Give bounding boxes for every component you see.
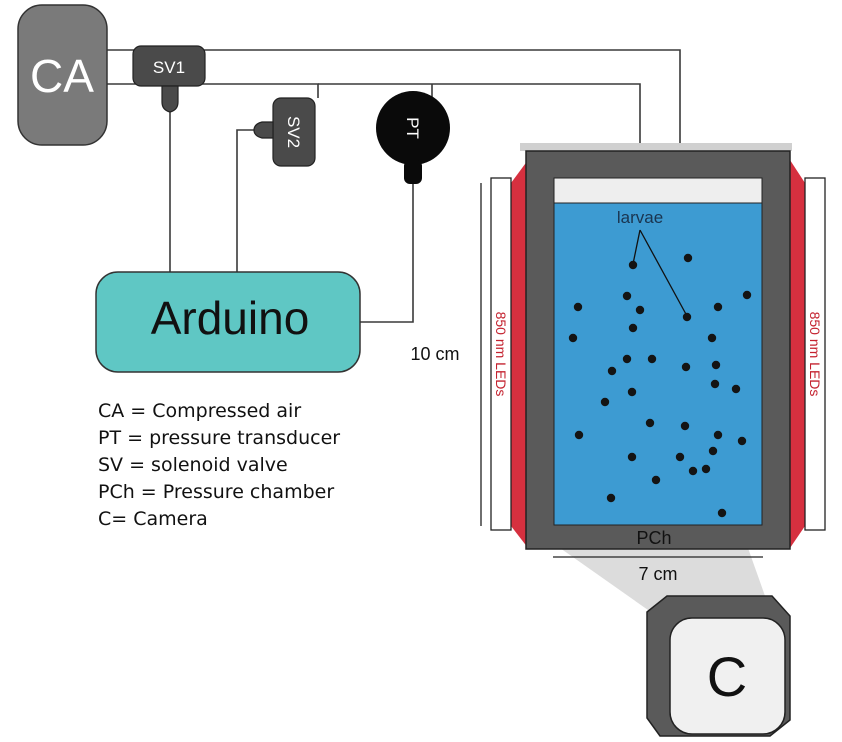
larva: [680, 421, 690, 431]
solenoid-valve-2-label: SV2: [284, 116, 303, 148]
chamber-water: [553, 202, 763, 526]
pressure-transducer: PT: [376, 91, 450, 184]
larvae-pointer-1: [632, 229, 641, 265]
larva: [737, 436, 747, 446]
larva: [688, 466, 698, 476]
larva: [708, 446, 718, 456]
led-bar-left: [490, 177, 512, 531]
arduino-board: [95, 271, 361, 373]
larva: [627, 387, 637, 397]
larva: [713, 302, 723, 312]
larva: [711, 360, 721, 370]
legend: CA = Compressed air PT = pressure transd…: [98, 398, 340, 533]
larva: [574, 430, 584, 440]
legend-item-pt: PT = pressure transducer: [98, 427, 341, 449]
larvae-group: [568, 253, 752, 518]
larva: [606, 493, 616, 503]
chamber-air-gap: [553, 177, 763, 204]
legend-item-pch: PCh = Pressure chamber: [98, 481, 335, 503]
width-label: 7 cm: [638, 564, 677, 584]
larva: [683, 253, 693, 263]
larva: [600, 397, 610, 407]
camera: C: [646, 595, 791, 737]
larva: [701, 464, 711, 474]
camera-label: C: [707, 645, 747, 708]
chamber-label: PCh: [636, 528, 671, 548]
larva: [675, 452, 685, 462]
legend-item-sv: SV = solenoid valve: [98, 454, 288, 476]
larva: [628, 260, 638, 270]
legend-item-c: C= Camera: [98, 508, 208, 530]
larva: [742, 290, 752, 300]
larva: [573, 302, 583, 312]
larva: [717, 508, 727, 518]
larva: [707, 333, 717, 343]
pressure-transducer-label: PT: [403, 117, 422, 139]
larva: [627, 452, 637, 462]
larvae-pointer-2: [639, 229, 688, 317]
larva: [635, 305, 645, 315]
larva: [681, 362, 691, 372]
compressed-air-label: CA: [30, 50, 94, 102]
camera-view-cone: [560, 548, 770, 610]
larva: [731, 384, 741, 394]
larva: [622, 354, 632, 364]
chamber-top-strip: [520, 143, 792, 151]
solenoid-valve-2: SV2: [253, 97, 316, 167]
led-glow-right: [790, 160, 805, 548]
led-bar-right: [804, 177, 826, 531]
larva: [568, 333, 578, 343]
legend-item-ca: CA = Compressed air: [98, 400, 302, 422]
larva: [607, 366, 617, 376]
larva: [647, 354, 657, 364]
larva: [651, 475, 661, 485]
larvae-label: larvae: [617, 208, 663, 227]
led-glow-left: [511, 160, 528, 548]
larva: [628, 323, 638, 333]
larva: [645, 418, 655, 428]
led-label-right: 850 nm LEDs: [807, 312, 823, 397]
solenoid-valve-1-label: SV1: [153, 58, 185, 77]
larva: [710, 379, 720, 389]
arduino-label: Arduino: [151, 292, 310, 344]
solenoid-valve-1: SV1: [132, 45, 206, 113]
height-label: 10 cm: [410, 344, 459, 364]
compressed-air-tank: [17, 4, 108, 146]
larva: [682, 312, 692, 322]
larva: [713, 430, 723, 440]
led-label-left: 850 nm LEDs: [493, 312, 509, 397]
larva: [622, 291, 632, 301]
